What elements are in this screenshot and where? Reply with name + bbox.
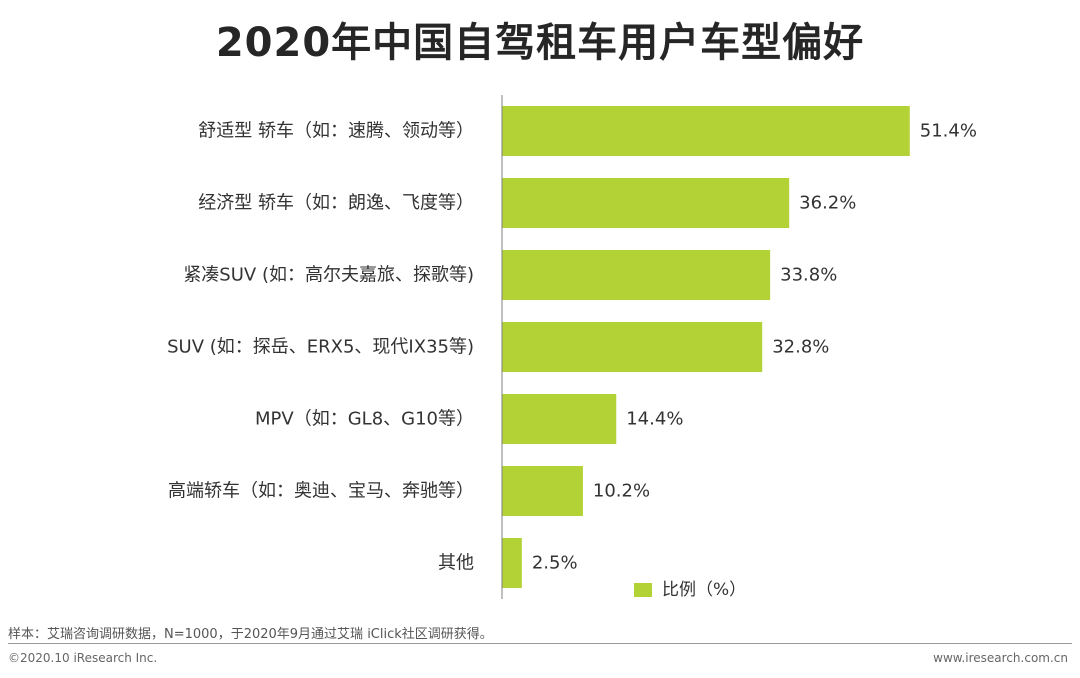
value-label-6: 2.5% xyxy=(532,553,578,574)
category-label-4: MPV（如：GL8、G10等） xyxy=(255,409,474,430)
category-label-1: 经济型 轿车（如：朗逸、飞度等） xyxy=(198,193,474,214)
bar-5 xyxy=(502,466,583,516)
bar-chart: 舒适型 轿车（如：速腾、领动等） 经济型 轿车（如：朗逸、飞度等） 紧凑SUV (如… xyxy=(167,95,977,600)
footnote: 样本：艾瑞咨询调研数据，N=1000，于2020年9月通过艾瑞 iClick社区… xyxy=(8,627,493,642)
copyright: ©2020.10 iResearch Inc. xyxy=(8,651,158,665)
bar-0 xyxy=(502,106,910,156)
category-label-3: SUV (如：探岳、ERX5、现代IX35等) xyxy=(167,337,474,358)
value-label-5: 10.2% xyxy=(593,481,650,502)
bars-group xyxy=(502,106,910,588)
category-label-2: 紧凑SUV (如：高尔夫嘉旅、探歌等) xyxy=(183,265,474,286)
value-label-3: 32.8% xyxy=(772,337,829,358)
legend-swatch xyxy=(634,583,652,597)
bar-4 xyxy=(502,394,617,444)
value-label-2: 33.8% xyxy=(780,265,837,286)
bar-3 xyxy=(502,322,763,372)
category-labels: 舒适型 轿车（如：速腾、领动等） 经济型 轿车（如：朗逸、飞度等） 紧凑SUV (如… xyxy=(167,121,474,574)
bar-1 xyxy=(502,178,790,228)
bar-2 xyxy=(502,250,771,300)
value-label-4: 14.4% xyxy=(626,409,683,430)
legend-label: 比例（%） xyxy=(662,580,746,600)
value-label-1: 36.2% xyxy=(799,193,856,214)
category-label-6: 其他 xyxy=(438,553,474,574)
value-label-0: 51.4% xyxy=(920,121,977,142)
value-labels: 51.4% 36.2% 33.8% 32.8% 14.4% 10.2% 2.5% xyxy=(532,121,977,574)
website: www.iresearch.com.cn xyxy=(933,651,1068,665)
category-label-5: 高端轿车（如：奥迪、宝马、奔驰等） xyxy=(168,481,474,502)
category-label-0: 舒适型 轿车（如：速腾、领动等） xyxy=(198,121,474,142)
chart-title: 2020年中国自驾租车用户车型偏好 xyxy=(215,20,865,66)
footer-divider xyxy=(8,643,1072,644)
bar-6 xyxy=(502,538,522,588)
